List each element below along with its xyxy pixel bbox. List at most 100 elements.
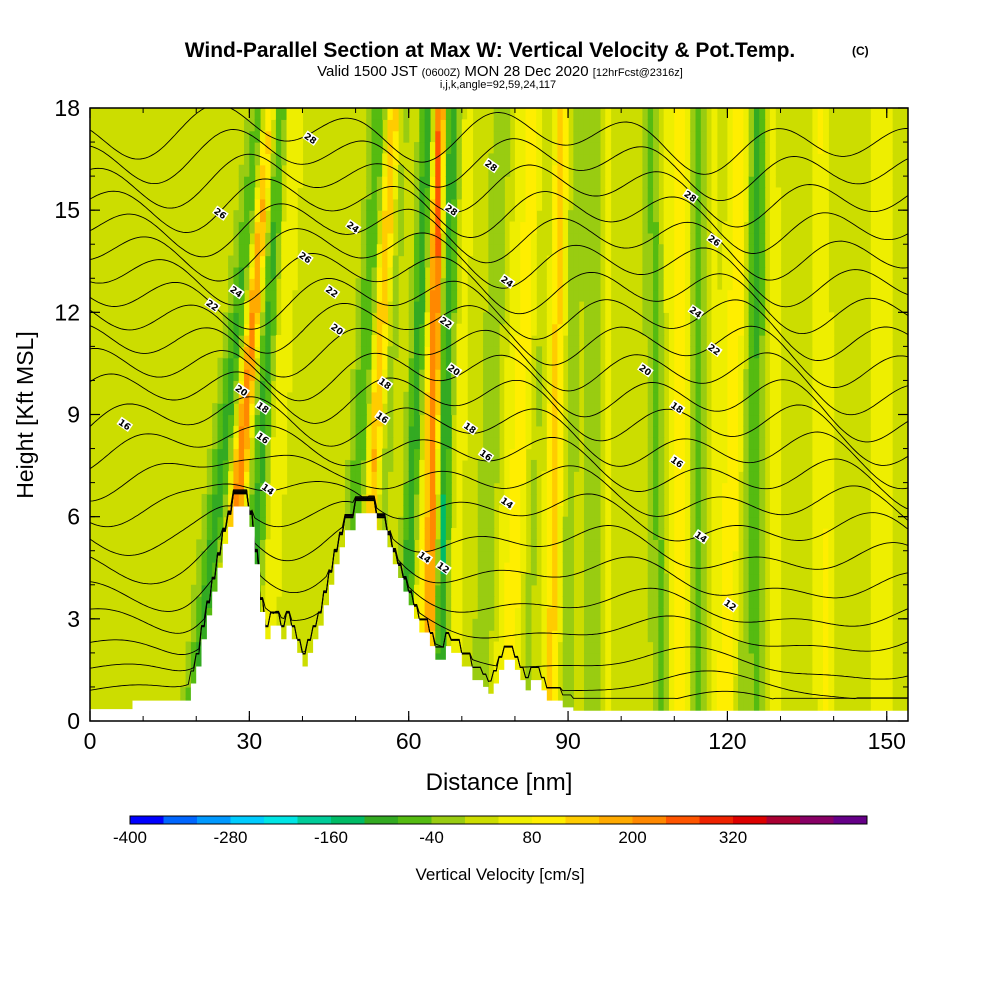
w-cell xyxy=(663,652,670,665)
w-cell xyxy=(870,493,877,506)
w-cell xyxy=(881,573,888,586)
w-cell xyxy=(403,471,410,484)
w-cell xyxy=(605,312,612,325)
w-cell xyxy=(605,516,612,529)
w-cell xyxy=(759,210,766,223)
w-cell xyxy=(589,414,596,427)
w-cell xyxy=(684,119,691,132)
w-cell xyxy=(435,278,442,291)
w-cell xyxy=(759,562,766,575)
w-cell xyxy=(690,357,697,370)
w-cell xyxy=(371,255,378,268)
w-cell xyxy=(738,459,744,472)
w-cell xyxy=(881,210,888,223)
w-cell xyxy=(583,664,590,677)
w-cell xyxy=(583,414,590,427)
w-cell xyxy=(488,210,495,223)
w-cell xyxy=(435,266,442,279)
x-tick-label: 120 xyxy=(708,728,746,754)
w-cell xyxy=(589,266,596,279)
w-cell xyxy=(700,244,707,257)
w-cell xyxy=(743,675,750,688)
w-cell xyxy=(881,630,888,643)
w-cell xyxy=(690,686,697,699)
w-cell xyxy=(403,403,410,416)
w-cell xyxy=(684,573,691,586)
w-cell xyxy=(743,641,750,654)
w-cell xyxy=(504,618,511,631)
w-cell xyxy=(594,698,601,711)
w-cell xyxy=(259,573,266,586)
w-cell xyxy=(711,119,718,132)
w-cell xyxy=(886,652,893,665)
w-cell xyxy=(514,176,521,189)
w-cell xyxy=(727,698,734,711)
w-cell xyxy=(812,357,819,370)
w-cell xyxy=(520,425,527,438)
w-cell xyxy=(583,675,590,688)
w-cell xyxy=(233,255,240,268)
w-cell xyxy=(684,618,691,631)
w-cell xyxy=(275,142,282,155)
w-cell xyxy=(259,198,266,211)
w-cell xyxy=(520,482,527,495)
w-cell xyxy=(769,596,776,609)
w-cell xyxy=(360,369,367,382)
w-cell xyxy=(653,187,659,200)
w-cell xyxy=(233,232,240,245)
w-cell xyxy=(870,618,877,631)
w-cell xyxy=(812,505,819,518)
w-cell xyxy=(552,289,559,302)
w-cell xyxy=(376,164,383,177)
w-cell xyxy=(732,278,739,291)
w-cell xyxy=(594,516,601,529)
w-cell xyxy=(414,323,420,336)
w-cell xyxy=(259,528,266,540)
w-cell xyxy=(275,459,282,472)
w-cell xyxy=(812,176,819,189)
w-cell xyxy=(690,584,697,597)
w-cell xyxy=(759,119,766,132)
w-cell xyxy=(206,448,213,461)
w-cell xyxy=(573,425,580,438)
w-cell xyxy=(823,459,829,472)
w-cell xyxy=(870,686,877,699)
w-cell xyxy=(286,221,293,234)
w-cell xyxy=(530,539,537,552)
w-cell xyxy=(249,244,256,257)
w-cell xyxy=(828,584,835,597)
w-cell xyxy=(504,459,511,472)
w-cell xyxy=(259,244,266,257)
w-cell xyxy=(233,335,240,347)
w-cell xyxy=(509,573,516,586)
w-cell xyxy=(748,630,755,643)
w-cell xyxy=(265,335,272,347)
w-cell xyxy=(727,584,734,597)
w-cell xyxy=(483,516,489,529)
w-cell xyxy=(493,130,500,143)
w-cell xyxy=(727,425,734,438)
w-cell xyxy=(212,471,219,484)
w-cell xyxy=(445,437,452,450)
w-cell xyxy=(695,630,702,643)
w-cell xyxy=(291,210,298,223)
w-cell xyxy=(727,675,734,688)
w-cell xyxy=(668,108,675,120)
w-cell xyxy=(456,539,463,552)
w-cell xyxy=(668,335,675,347)
w-cell xyxy=(259,266,266,279)
w-cell xyxy=(254,516,261,529)
w-cell xyxy=(435,652,442,665)
w-cell xyxy=(812,312,819,325)
w-cell xyxy=(589,289,596,302)
w-cell xyxy=(504,437,511,450)
w-cell xyxy=(281,108,288,120)
w-cell xyxy=(483,664,489,677)
w-cell xyxy=(408,573,415,586)
w-cell xyxy=(732,266,739,279)
w-cell xyxy=(254,505,261,518)
w-cell xyxy=(557,403,564,416)
w-cell xyxy=(461,323,468,336)
w-cell xyxy=(769,459,776,472)
w-cell xyxy=(722,528,728,540)
